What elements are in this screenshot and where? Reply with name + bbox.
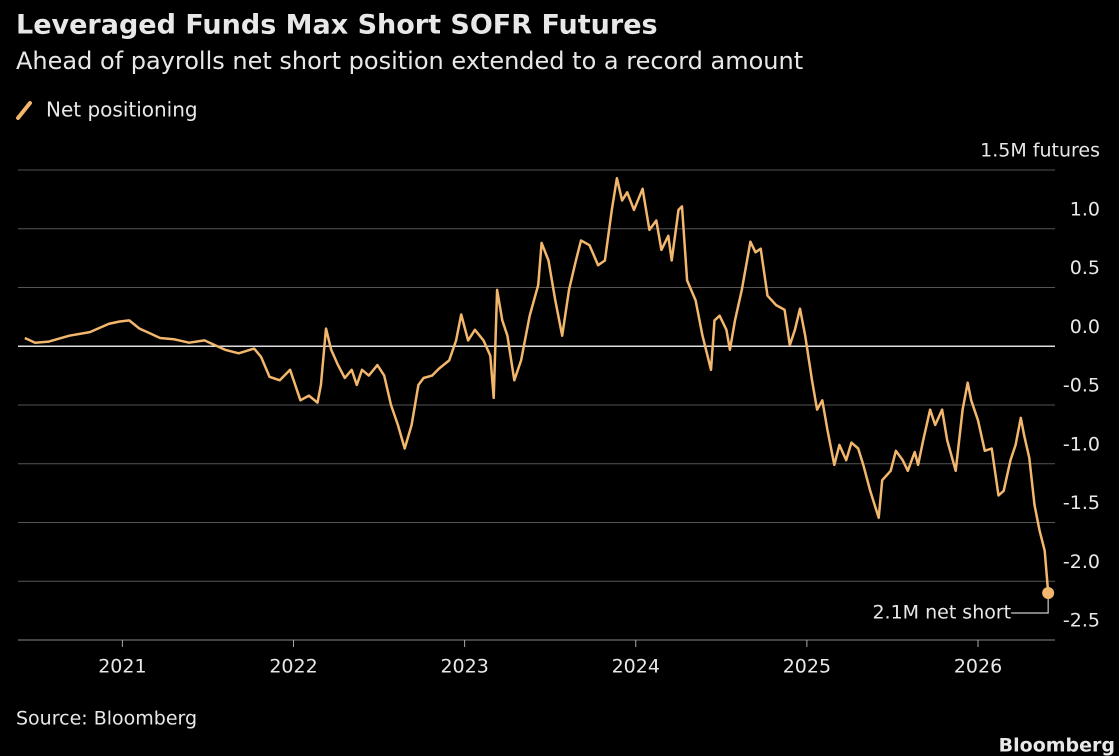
- y-tick-label: -1.0: [1063, 433, 1100, 455]
- x-tick-label: 2024: [612, 656, 660, 678]
- end-point: [1042, 587, 1055, 599]
- y-tick-label: -2.5: [1063, 610, 1100, 632]
- y-tick-label: -2.0: [1063, 551, 1100, 573]
- x-tick-label: 2023: [440, 656, 488, 678]
- x-tick-label: 2021: [98, 656, 146, 678]
- y-tick-label: 0.0: [1070, 316, 1100, 338]
- y-tick-label: 0.5: [1070, 257, 1100, 279]
- x-tick-label: 2022: [269, 656, 317, 678]
- annotation-leader: [1011, 599, 1049, 614]
- legend-swatch: [16, 101, 32, 120]
- y-tick-label: 1.5M futures: [980, 140, 1100, 162]
- y-tick-label: -1.5: [1063, 492, 1100, 514]
- y-tick-label: -0.5: [1063, 375, 1100, 397]
- legend-label: Net positioning: [46, 98, 198, 122]
- data-line: [24, 176, 1050, 594]
- annotation: 2.1M net short: [872, 602, 1011, 624]
- chart-subtitle: Ahead of payrolls net short position ext…: [16, 47, 803, 75]
- source: Source: Bloomberg: [16, 708, 197, 730]
- brand: Bloomberg: [999, 735, 1115, 756]
- y-tick-label: 1.0: [1070, 198, 1100, 220]
- x-tick-label: 2025: [783, 656, 831, 678]
- chart-title: Leveraged Funds Max Short SOFR Futures: [16, 10, 658, 41]
- x-tick-label: 2026: [954, 656, 1002, 678]
